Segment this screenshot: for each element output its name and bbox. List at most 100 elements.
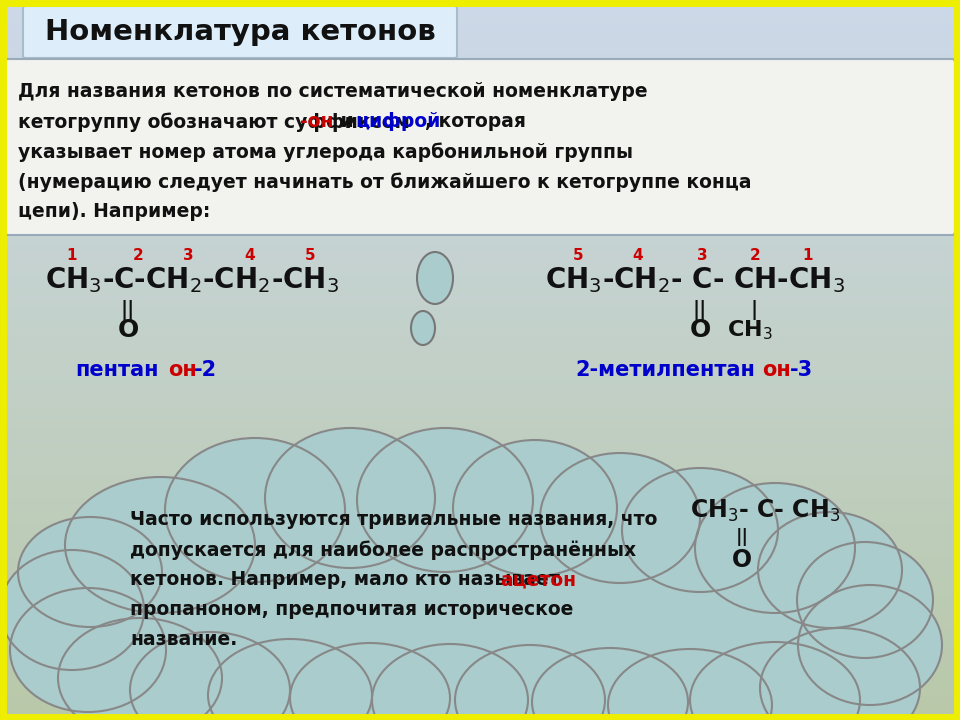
Ellipse shape xyxy=(265,428,435,568)
Bar xyxy=(0,690,960,696)
Text: O: O xyxy=(117,318,138,342)
Text: ||: || xyxy=(735,528,749,546)
Bar xyxy=(0,426,960,432)
Ellipse shape xyxy=(357,428,533,572)
Ellipse shape xyxy=(65,477,255,613)
Bar xyxy=(0,708,960,714)
Bar xyxy=(0,6,960,12)
Text: ацетон: ацетон xyxy=(500,570,576,589)
Bar xyxy=(0,18,960,24)
Ellipse shape xyxy=(532,648,688,720)
Bar xyxy=(0,558,960,564)
Bar xyxy=(0,78,960,84)
Text: цифрой: цифрой xyxy=(355,112,441,131)
Bar xyxy=(0,48,960,54)
Bar xyxy=(0,366,960,372)
Text: , которая: , которая xyxy=(425,112,526,131)
Bar xyxy=(0,660,960,666)
Bar xyxy=(0,396,960,402)
Ellipse shape xyxy=(120,525,480,695)
Text: цепи). Например:: цепи). Например: xyxy=(18,202,210,221)
Bar xyxy=(0,480,960,486)
Bar xyxy=(0,150,960,156)
Ellipse shape xyxy=(453,440,617,576)
Text: Часто используются тривиальные названия, что: Часто используются тривиальные названия,… xyxy=(130,510,658,529)
Bar xyxy=(0,138,960,144)
Text: пропаноном, предпочитая историческое: пропаноном, предпочитая историческое xyxy=(130,600,573,619)
Bar xyxy=(0,390,960,396)
Bar xyxy=(0,702,960,708)
Bar xyxy=(0,642,960,648)
Bar xyxy=(0,318,960,324)
Bar xyxy=(0,108,960,114)
Text: допускается для наиболее распространённых: допускается для наиболее распространённы… xyxy=(130,540,636,559)
Bar xyxy=(0,42,960,48)
Bar xyxy=(0,570,960,576)
Bar xyxy=(0,294,960,300)
Bar xyxy=(0,336,960,342)
Ellipse shape xyxy=(690,642,860,720)
Bar xyxy=(0,648,960,654)
Bar xyxy=(0,156,960,162)
Text: 2-метилпентан: 2-метилпентан xyxy=(575,360,755,380)
Bar xyxy=(0,408,960,414)
FancyBboxPatch shape xyxy=(23,6,457,58)
Text: указывает номер атома углерода карбонильной группы: указывает номер атома углерода карбониль… xyxy=(18,142,633,161)
Bar xyxy=(0,246,960,252)
Ellipse shape xyxy=(798,585,942,705)
Ellipse shape xyxy=(280,510,680,690)
Text: 1: 1 xyxy=(67,248,77,263)
Bar xyxy=(0,252,960,258)
Bar xyxy=(0,66,960,72)
Bar xyxy=(0,612,960,618)
Bar xyxy=(0,12,960,18)
Text: ||: || xyxy=(693,300,708,320)
Bar xyxy=(0,306,960,312)
Ellipse shape xyxy=(797,542,933,658)
Ellipse shape xyxy=(540,453,700,583)
Bar xyxy=(0,204,960,210)
Bar xyxy=(0,144,960,150)
Bar xyxy=(0,402,960,408)
Bar xyxy=(0,372,960,378)
Bar xyxy=(0,360,960,366)
Text: кетонов. Например, мало кто называет: кетонов. Например, мало кто называет xyxy=(130,570,566,589)
Text: CH$_3$: CH$_3$ xyxy=(727,318,773,341)
Bar xyxy=(0,54,960,60)
Bar xyxy=(0,678,960,684)
Text: название.: название. xyxy=(130,630,237,649)
Bar xyxy=(0,516,960,522)
Text: 5: 5 xyxy=(304,248,315,263)
Bar xyxy=(0,510,960,516)
Bar xyxy=(0,354,960,360)
Bar xyxy=(0,456,960,462)
Bar xyxy=(0,30,960,36)
Bar xyxy=(0,312,960,318)
Text: CH$_3$-C-CH$_2$-CH$_2$-CH$_3$: CH$_3$-C-CH$_2$-CH$_2$-CH$_3$ xyxy=(45,265,339,294)
Bar xyxy=(0,492,960,498)
Bar xyxy=(0,276,960,282)
Bar xyxy=(0,192,960,198)
Bar xyxy=(0,240,960,246)
Bar xyxy=(0,618,960,624)
Ellipse shape xyxy=(165,438,345,582)
Bar xyxy=(0,468,960,474)
Bar xyxy=(0,258,960,264)
Ellipse shape xyxy=(411,311,435,345)
Bar xyxy=(0,696,960,702)
Bar xyxy=(0,606,960,612)
Text: Для названия кетонов по систематической номенклатуре: Для названия кетонов по систематической … xyxy=(18,82,648,101)
Bar xyxy=(0,498,960,504)
Bar xyxy=(0,348,960,354)
Bar xyxy=(0,36,960,42)
Bar xyxy=(0,60,960,66)
Bar xyxy=(0,300,960,306)
Text: он: он xyxy=(762,360,791,380)
Bar xyxy=(0,462,960,468)
Text: 3: 3 xyxy=(697,248,708,263)
Bar xyxy=(0,282,960,288)
Bar xyxy=(0,180,960,186)
Text: кетогруппу обозначают суффиксом: кетогруппу обозначают суффиксом xyxy=(18,112,417,132)
Ellipse shape xyxy=(608,649,772,720)
Bar xyxy=(0,198,960,204)
